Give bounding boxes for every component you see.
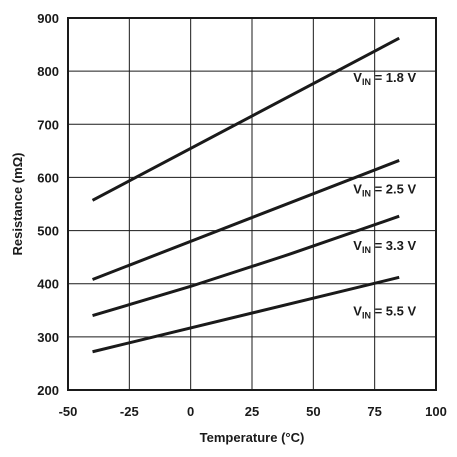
y-tick-label: 800 bbox=[37, 64, 59, 79]
x-tick-label: 50 bbox=[306, 404, 320, 419]
x-tick-label: -50 bbox=[59, 404, 78, 419]
y-tick-label: 900 bbox=[37, 11, 59, 26]
y-tick-label: 300 bbox=[37, 330, 59, 345]
y-tick-label: 200 bbox=[37, 383, 59, 398]
series-line-3 bbox=[92, 214, 400, 318]
grid bbox=[67, 17, 437, 391]
series-label-2: VIN = 2.5 V bbox=[353, 181, 416, 198]
x-tick-label: 75 bbox=[367, 404, 381, 419]
series-line-1 bbox=[91, 36, 400, 202]
series-label-1: VIN = 1.8 V bbox=[353, 70, 416, 87]
series-label-4: VIN = 5.5 V bbox=[353, 304, 416, 321]
plot-frame bbox=[67, 17, 437, 391]
x-tick-label: 25 bbox=[245, 404, 259, 419]
x-axis-label: Temperature (°C) bbox=[200, 430, 305, 445]
x-tick-labels: -50 -25 0 25 50 75 100 bbox=[59, 404, 447, 419]
y-tick-labels: 200 300 400 500 600 700 800 900 bbox=[37, 11, 59, 398]
y-tick-label: 400 bbox=[37, 277, 59, 292]
x-tick-label: -25 bbox=[120, 404, 139, 419]
series-line-2 bbox=[91, 159, 400, 281]
x-tick-label: 100 bbox=[425, 404, 447, 419]
y-tick-label: 500 bbox=[37, 224, 59, 239]
plot-border bbox=[67, 17, 437, 391]
series-labels: VIN = 1.8 V VIN = 2.5 V VIN = 3.3 V VIN = 5… bbox=[353, 70, 416, 321]
series-line-4 bbox=[92, 275, 400, 354]
series-label-3: VIN = 3.3 V bbox=[353, 238, 416, 255]
y-tick-label: 700 bbox=[37, 117, 59, 132]
y-tick-label: 600 bbox=[37, 170, 59, 185]
series-lines bbox=[91, 36, 400, 354]
y-axis-label: Resistance (mΩ) bbox=[10, 153, 25, 256]
x-tick-label: 0 bbox=[187, 404, 194, 419]
